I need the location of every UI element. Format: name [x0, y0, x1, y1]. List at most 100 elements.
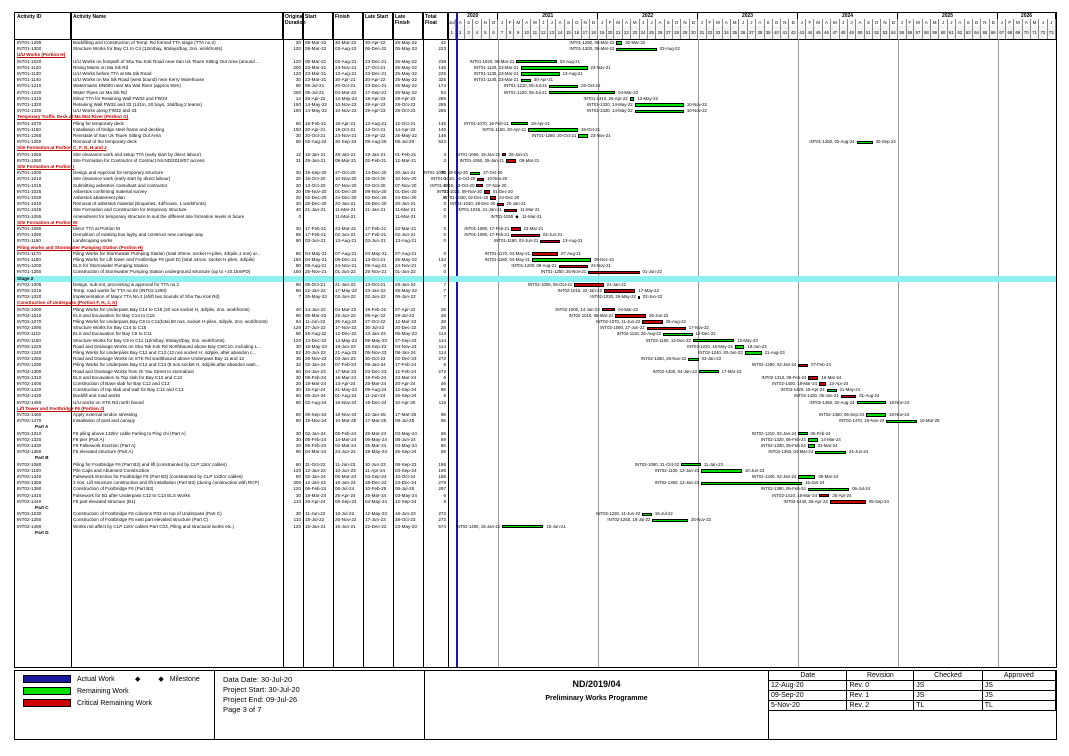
critical-bar[interactable]	[483, 190, 490, 194]
critical-bar[interactable]	[829, 500, 866, 504]
remaining-bar[interactable]	[629, 97, 635, 101]
activity-row[interactable]: INT01-1025 Asbestos confirming material s…	[15, 189, 1056, 195]
section-header-row[interactable]: U/U Works (Portion H)	[15, 52, 1056, 58]
remaining-bar[interactable]	[616, 47, 657, 52]
critical-bar[interactable]	[603, 289, 636, 293]
critical-bar[interactable]	[615, 314, 647, 318]
activity-row[interactable]: INT01-1320 Retaining Wall FW32 and 33 (14…	[15, 102, 1056, 108]
section-header-row[interactable]: Temporary Traffic Deck at Ma Wat River (…	[15, 114, 1056, 120]
header-finish[interactable]: Finish	[333, 13, 363, 39]
activity-row[interactable]: INT01-1020 U/U Works on footpath of Sha T…	[15, 59, 1056, 65]
activity-row[interactable]: INT02-1350 2 nos. Lift structure construc…	[15, 480, 1056, 486]
remaining-bar[interactable]	[528, 128, 578, 132]
activity-row[interactable]: INT01-1015 Submitting asbestos consultant…	[15, 183, 1056, 189]
critical-bar[interactable]	[601, 307, 616, 312]
activity-row[interactable]: INT01-1170 Piling Works for Stormwater Pu…	[15, 251, 1056, 257]
activity-row[interactable]: INT02-1000 Piling Works for Underpass Bay…	[15, 307, 1056, 313]
remaining-bar[interactable]	[866, 413, 887, 417]
activity-row[interactable]: INT02-1360 F6 elevated structure (Part A)…	[15, 449, 1056, 455]
activity-row[interactable]: INT02-1220 Road and Drainage Works on Sha…	[15, 344, 1056, 350]
remaining-bar[interactable]	[663, 332, 693, 337]
remaining-bar[interactable]	[886, 419, 917, 424]
remaining-bar[interactable]	[520, 72, 560, 76]
critical-bar[interactable]	[540, 239, 560, 244]
activity-row[interactable]: INT02-1460 Apply external tendon stressin…	[15, 412, 1056, 418]
activity-row[interactable]: INT02-1310 F6 piling above 132kV cable Fa…	[15, 431, 1056, 437]
remaining-bar[interactable]	[826, 388, 837, 393]
remaining-bar[interactable]	[744, 351, 762, 355]
remaining-bar[interactable]	[807, 438, 818, 442]
critical-bar[interactable]	[588, 270, 640, 275]
activity-row[interactable]: INT02-1320 F6 pier (Part A) 30 06-Feb-24 14-…	[15, 437, 1056, 443]
activity-row[interactable]: INT01-1130 U/U Works before TTA at Ma Sik…	[15, 71, 1056, 77]
remaining-bar[interactable]	[652, 518, 688, 523]
critical-bar[interactable]	[798, 363, 809, 368]
activity-row[interactable]: INT01-1330 U/U Works along FW32 and 33 150…	[15, 108, 1056, 114]
subsection-row[interactable]: Part B	[15, 455, 1056, 461]
activity-row[interactable]: INT02-1090 Structure Works for Bay C14 to…	[15, 325, 1056, 331]
critical-bar[interactable]	[840, 394, 857, 399]
remaining-bar[interactable]	[634, 109, 684, 114]
remaining-bar[interactable]	[798, 475, 816, 479]
remaining-bar[interactable]	[642, 512, 652, 517]
activity-row[interactable]: INT01-1190 Landscaping works 60 03-Jun-21 13…	[15, 238, 1056, 244]
header-late-finish[interactable]: Late Finish	[393, 13, 423, 39]
remaining-bar[interactable]	[856, 140, 873, 145]
activity-row[interactable]: INT01-1150 Installation of bridge steel f…	[15, 127, 1056, 133]
header-start[interactable]: Start	[303, 13, 333, 39]
remaining-bar[interactable]	[578, 134, 588, 138]
activity-row[interactable]: INT02-1390 Construction of Footbridge F6 …	[15, 486, 1056, 492]
activity-row[interactable]: INT02-1470 Installation of post and canop…	[15, 418, 1056, 424]
activity-row[interactable]: INT02-1490 Works not affect by CLP 11kV c…	[15, 524, 1056, 530]
activity-row[interactable]: INT02-1080 Piling for Footbridge F6 (Part…	[15, 462, 1056, 468]
activity-row[interactable]: INT01-1140 U/U Works on Ma Sik Road (west…	[15, 77, 1056, 83]
activity-row[interactable]: INT02-1440 F6 part elevated structure (B1…	[15, 499, 1056, 505]
remaining-bar[interactable]	[807, 487, 850, 492]
critical-bar[interactable]	[637, 295, 640, 300]
activity-row[interactable]: INT01-1120 Rising Mains on Ma Sik Rd 200 23…	[15, 65, 1056, 71]
activity-row[interactable]: INT01-1220 Water Pipes on Ma Sik Rd 200 05-…	[15, 90, 1056, 96]
remaining-bar[interactable]	[520, 78, 531, 83]
critical-bar[interactable]	[574, 283, 604, 287]
activity-row[interactable]: INT01-1090 Demolition of existing bus lay…	[15, 232, 1056, 238]
subsection-row[interactable]: Part A	[15, 424, 1056, 430]
section-header-row[interactable]: Piling works and Stormwater Pumping Stat…	[15, 245, 1056, 251]
activity-row[interactable]: INT02-1100 Pile Caps and Abutment Constru…	[15, 468, 1056, 474]
remaining-bar[interactable]	[701, 469, 742, 473]
critical-bar[interactable]	[819, 382, 827, 386]
activity-row[interactable]: INT02-1430 Backfill and road works 60 05-Ju…	[15, 393, 1056, 399]
activity-row[interactable]: INT02-1070 Piling Works for Underpass Bay…	[15, 319, 1056, 325]
remaining-bar[interactable]	[807, 444, 815, 448]
critical-bar[interactable]	[477, 177, 485, 182]
remaining-bar[interactable]	[520, 66, 588, 70]
header-orig-duration[interactable]: Original Duration	[283, 13, 306, 39]
remaining-bar[interactable]	[502, 524, 544, 529]
critical-bar[interactable]	[497, 202, 504, 207]
activity-row[interactable]: INT02-1010 ELS and Excavation for Bay C14…	[15, 313, 1056, 319]
activity-row[interactable]: INT02-1150 Structure Works for Bay C9 to …	[15, 338, 1056, 344]
section-header-row[interactable]: Site Formation at Portion I	[15, 164, 1056, 170]
critical-bar[interactable]	[808, 376, 819, 380]
activity-row[interactable]: INT01-1000 Design and Approval for tempor…	[15, 170, 1056, 176]
critical-bar[interactable]	[511, 227, 521, 231]
header-activity-id[interactable]: Activity ID	[15, 13, 71, 39]
activity-row[interactable]: INT02-1110 ELS and Excavation for Bay C9 …	[15, 331, 1056, 337]
activity-row[interactable]: INT02-1450 U/U works on STK Rd north boun…	[15, 400, 1056, 406]
activity-row[interactable]: INT02-1300 Road and Drainage Works from O…	[15, 369, 1056, 375]
activity-row[interactable]: INT02-1015 Temp. road works for TTA no.02…	[15, 288, 1056, 294]
critical-bar[interactable]	[819, 493, 830, 498]
activity-row[interactable]: INT01-1010 Site clearance work (early sta…	[15, 176, 1056, 182]
stage-row[interactable]: Stage 2	[15, 275, 1056, 282]
critical-bar[interactable]	[532, 252, 558, 256]
activity-row[interactable]: INT01-1040 Removal of asbestos material (…	[15, 201, 1056, 207]
remaining-bar[interactable]	[510, 121, 528, 126]
activity-row[interactable]: INT01-1045 Site Formation and Constructio…	[15, 207, 1056, 213]
critical-bar[interactable]	[476, 183, 484, 188]
critical-bar[interactable]	[490, 196, 497, 200]
remaining-bar[interactable]	[681, 462, 701, 467]
critical-bar[interactable]	[506, 159, 517, 163]
activity-row[interactable]: INT01-1250 Removal of the temporary deck 5…	[15, 139, 1056, 145]
remaining-bar[interactable]	[698, 369, 719, 374]
remaining-bar[interactable]	[548, 90, 616, 95]
critical-bar[interactable]	[642, 320, 663, 324]
